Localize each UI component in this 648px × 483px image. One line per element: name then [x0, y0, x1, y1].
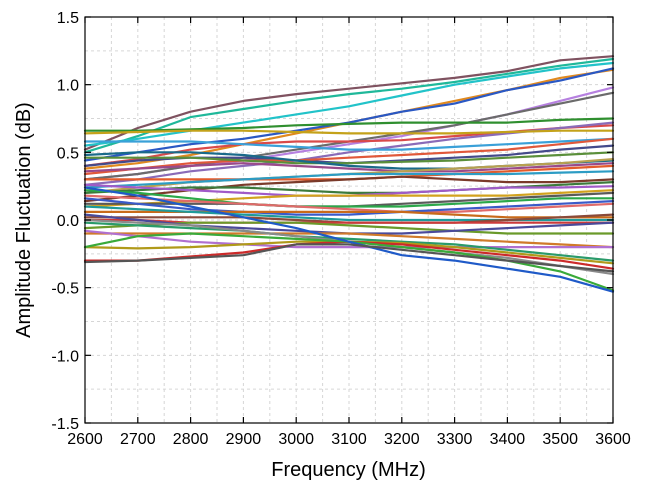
y-axis-label: Amplitude Fluctuation (dB)	[13, 102, 35, 338]
series-line	[83, 243, 615, 273]
y-tick-label: -1.0	[51, 348, 79, 365]
series-line	[83, 55, 615, 151]
x-tick-label: 2700	[120, 431, 156, 448]
series-line	[83, 67, 615, 162]
y-tick-label: -1.5	[51, 416, 79, 433]
series-line	[83, 137, 615, 176]
series-line	[83, 229, 615, 249]
y-tick-label: -0.5	[51, 281, 79, 298]
series-line	[83, 117, 615, 132]
x-tick-label: 3400	[490, 431, 526, 448]
series-line	[83, 162, 615, 173]
x-tick-label: 2900	[226, 431, 262, 448]
series-line	[83, 221, 615, 262]
series-line	[83, 194, 615, 213]
x-tick-label: 2600	[67, 431, 103, 448]
series-line	[83, 186, 615, 293]
y-tick-label: 0.5	[57, 145, 79, 162]
series-line	[83, 61, 615, 147]
x-axis-label: Frequency (MHz)	[271, 459, 425, 481]
x-tick-label: 2800	[173, 431, 209, 448]
series-line	[83, 189, 615, 208]
series-line	[83, 197, 615, 216]
x-tick-label: 3200	[384, 431, 420, 448]
series-line	[83, 218, 615, 224]
series-line	[83, 137, 615, 151]
series-line	[83, 175, 615, 203]
x-tick-label: 3300	[437, 431, 473, 448]
series-line	[83, 151, 615, 165]
y-axis-ticks: -1.5 -1.0 -0.5 0.0 0.5 1.0 1.5	[51, 10, 613, 433]
x-axis-ticks: 2600 2700 2800 2900 3000 3100 3200 3300 3400 3500…	[67, 17, 631, 448]
series-line	[83, 57, 615, 154]
y-tick-label: 1.5	[57, 10, 79, 27]
x-tick-label: 3600	[595, 431, 631, 448]
y-tick-label: 0.0	[57, 213, 79, 230]
x-tick-label: 3100	[331, 431, 367, 448]
series-line	[83, 129, 615, 135]
x-tick-label: 3000	[278, 431, 314, 448]
x-tick-label: 3500	[542, 431, 578, 448]
series-lines	[83, 55, 615, 293]
series-line	[83, 170, 615, 189]
y-tick-label: 1.0	[57, 78, 79, 95]
